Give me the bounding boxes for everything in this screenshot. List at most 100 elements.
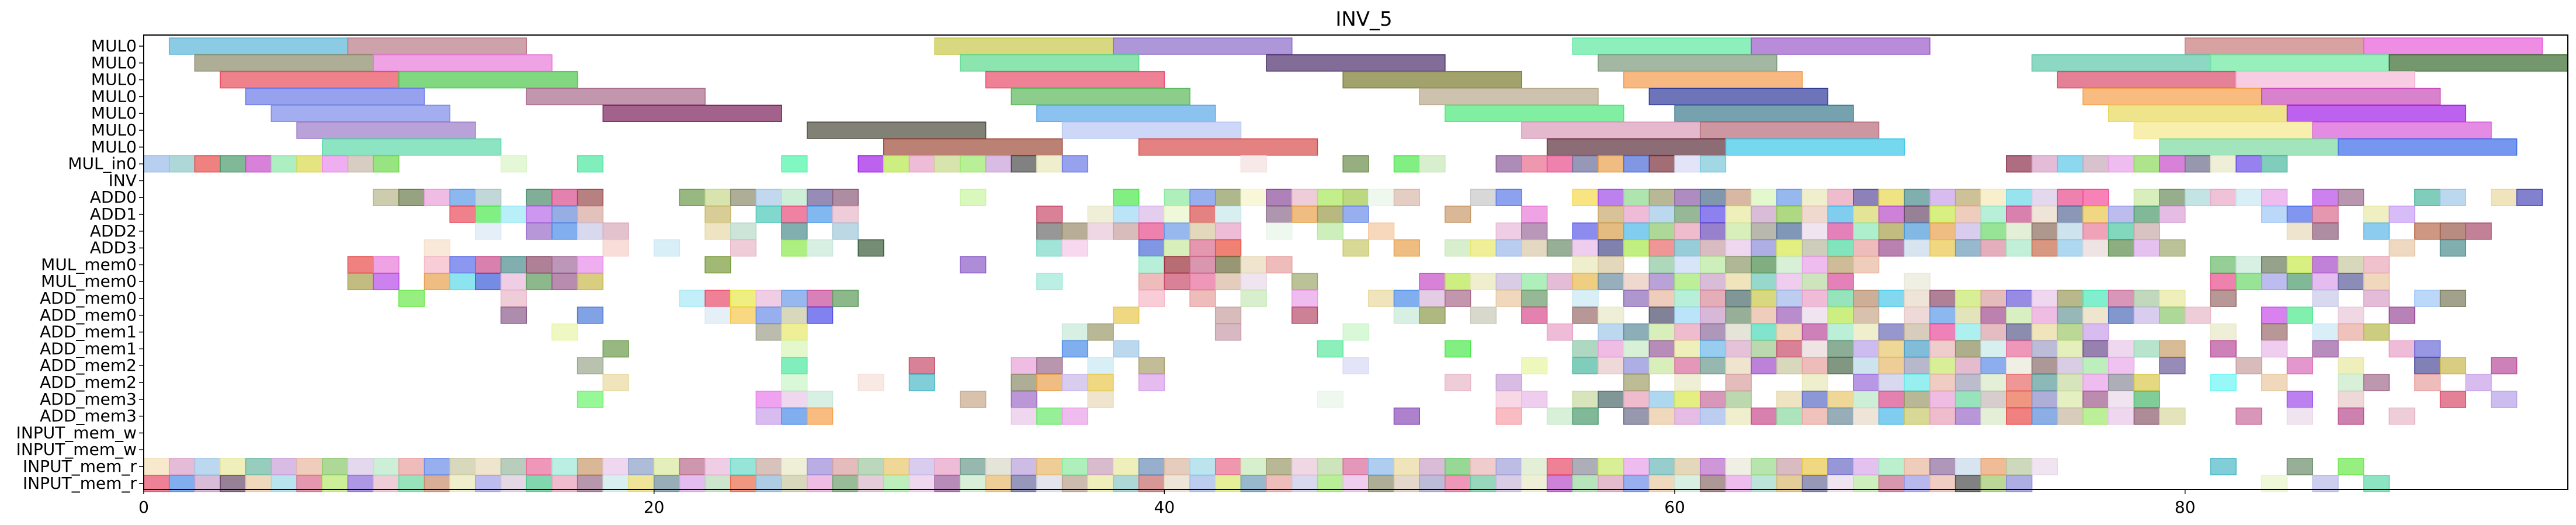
task-bar	[500, 307, 527, 324]
task-bar	[1572, 391, 1599, 408]
task-bar	[1266, 206, 1293, 223]
task-bar	[1904, 357, 1931, 374]
task-bar	[1572, 37, 1752, 55]
task-bar	[2388, 206, 2415, 223]
task-bar	[1036, 105, 1216, 122]
task-bar	[704, 222, 731, 240]
task-bar	[2210, 458, 2237, 475]
task-bar	[1725, 357, 1752, 374]
task-bar	[1674, 206, 1701, 223]
task-bar	[2261, 273, 2288, 290]
task-bar	[449, 256, 476, 274]
task-bar	[423, 273, 450, 290]
task-bar	[1648, 88, 1828, 106]
task-bar	[1419, 290, 1446, 307]
task-bar	[1827, 222, 1854, 240]
task-bar	[1623, 206, 1650, 223]
task-bar	[2414, 290, 2441, 307]
task-bar	[2261, 256, 2288, 274]
task-bar	[1751, 273, 1777, 290]
task-bar	[500, 155, 527, 173]
task-bar	[1061, 121, 1242, 139]
task-bar	[1087, 206, 1114, 223]
task-bar	[1929, 222, 1956, 240]
task-bar	[1954, 407, 1982, 425]
task-bar	[1980, 323, 2007, 341]
task-bar	[423, 189, 450, 206]
task-bar	[2388, 307, 2415, 324]
y-tick-label: ADD0	[90, 187, 137, 207]
task-bar	[807, 307, 834, 324]
task-bar	[807, 239, 834, 257]
task-bar	[2286, 222, 2313, 240]
task-bar	[2133, 340, 2160, 358]
task-bar	[2312, 290, 2339, 307]
task-bar	[1189, 239, 1216, 257]
task-bar	[2159, 340, 2186, 358]
task-bar	[1904, 391, 1931, 408]
task-bar	[2057, 239, 2084, 257]
task-bar	[730, 239, 757, 257]
task-bar	[1061, 407, 1089, 425]
task-bar	[1878, 374, 1905, 391]
task-bar	[1214, 239, 1242, 257]
y-tick-label: MUL0	[91, 86, 137, 106]
task-bar	[602, 458, 629, 475]
task-bar	[1648, 307, 1675, 324]
task-bar	[1648, 290, 1675, 307]
task-bar	[398, 71, 578, 89]
task-bar	[1598, 256, 1624, 274]
task-bar	[1138, 239, 1165, 257]
task-bar	[2108, 290, 2135, 307]
task-bar	[1980, 307, 2007, 324]
task-bar	[1801, 222, 1828, 240]
task-bar	[1904, 273, 1931, 290]
task-bar	[1980, 407, 2007, 425]
task-bar	[2414, 374, 2441, 391]
task-bar	[1699, 155, 1727, 173]
task-bar	[1393, 239, 1420, 257]
task-bar	[1623, 323, 1650, 341]
task-bar	[1853, 323, 1880, 341]
task-bar	[2057, 307, 2084, 324]
task-bar	[1648, 239, 1675, 257]
task-bar	[168, 37, 349, 55]
task-bar	[883, 138, 1063, 156]
task-bar	[1036, 239, 1063, 257]
task-bar	[1036, 273, 1063, 290]
task-bar	[2057, 374, 2084, 391]
task-bar	[832, 290, 859, 307]
task-bar	[1445, 239, 1471, 257]
y-tick-label: MUL0	[91, 120, 137, 140]
task-bar	[602, 239, 629, 257]
task-bar	[2057, 407, 2084, 425]
task-bar	[1598, 340, 1624, 358]
task-bar	[577, 155, 604, 173]
task-bar	[2082, 307, 2109, 324]
task-bar	[1317, 340, 1343, 358]
task-bar	[2006, 307, 2033, 324]
task-bar	[1853, 357, 1880, 374]
task-bar	[1214, 256, 1242, 274]
task-bar	[1954, 391, 1982, 408]
task-bar	[679, 458, 706, 475]
task-bar	[1572, 458, 1599, 475]
task-bar	[2210, 273, 2237, 290]
task-bar	[1521, 357, 1548, 374]
task-bar	[1751, 222, 1777, 240]
task-bar	[1954, 239, 1982, 257]
task-bar	[143, 155, 170, 173]
task-bar	[1648, 357, 1675, 374]
task-bar	[2133, 391, 2160, 408]
task-bar	[1954, 206, 1982, 223]
task-bar	[2082, 374, 2109, 391]
task-bar	[1598, 206, 1624, 223]
task-bar	[1929, 307, 1956, 324]
task-bar	[730, 307, 757, 324]
x-axis: 0 20 40 60 80	[138, 489, 2196, 517]
task-bar	[1546, 138, 1727, 156]
task-bar	[1266, 458, 1293, 475]
task-bar	[1011, 357, 1037, 374]
task-bar	[1878, 323, 1905, 341]
task-bar	[1623, 374, 1650, 391]
